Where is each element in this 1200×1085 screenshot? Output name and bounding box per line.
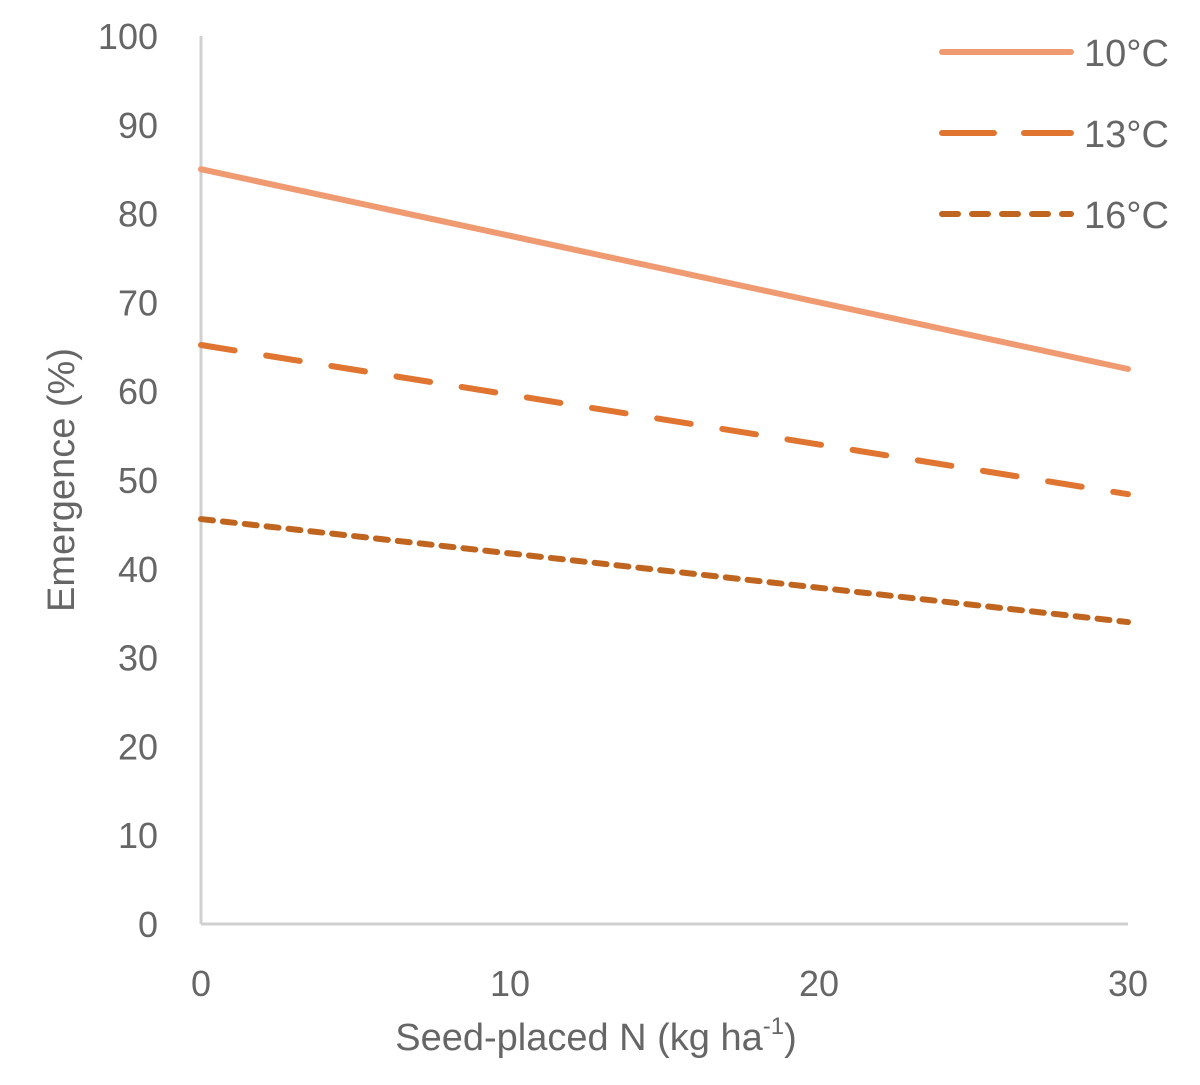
x-axis-label: Seed-placed N (kg ha-1)	[395, 1013, 797, 1059]
y-tick-labels: 0 10 20 30 40 50 60 70 80 90 100	[98, 16, 158, 945]
y-tick-label: 10	[118, 815, 158, 856]
y-tick-label: 60	[118, 371, 158, 412]
series-line-16c	[198, 516, 1131, 626]
x-axis-label-superscript: -1	[763, 1013, 784, 1040]
y-tick-label: 100	[98, 16, 158, 57]
legend-label: 13°C	[1084, 114, 1169, 156]
legend-label: 16°C	[1084, 195, 1169, 237]
y-tick-label: 50	[118, 460, 158, 501]
x-tick-label: 10	[490, 963, 530, 1004]
y-tick-label: 40	[118, 549, 158, 590]
x-tick-labels: 0 10 20 30	[191, 963, 1148, 1004]
y-tick-label: 30	[118, 638, 158, 679]
x-axis-label-end: )	[784, 1017, 797, 1059]
y-tick-label: 20	[118, 726, 158, 767]
series-lines	[198, 166, 1131, 626]
series-line-10c	[198, 166, 1131, 372]
x-tick-label: 30	[1108, 963, 1148, 1004]
x-tick-label: 20	[799, 963, 839, 1004]
y-tick-label: 80	[118, 194, 158, 235]
y-tick-label: 70	[118, 282, 158, 323]
y-tick-label: 90	[118, 105, 158, 146]
axes	[199, 36, 1128, 926]
x-tick-label: 0	[191, 963, 211, 1004]
legend: 10°C 13°C 16°C	[939, 33, 1169, 237]
x-axis-label-main: Seed-placed N (kg ha	[395, 1017, 763, 1059]
legend-label: 10°C	[1084, 33, 1169, 75]
y-axis-label: Emergence (%)	[41, 348, 83, 612]
series-line-13c	[198, 342, 1131, 498]
y-tick-label: 0	[138, 904, 158, 945]
